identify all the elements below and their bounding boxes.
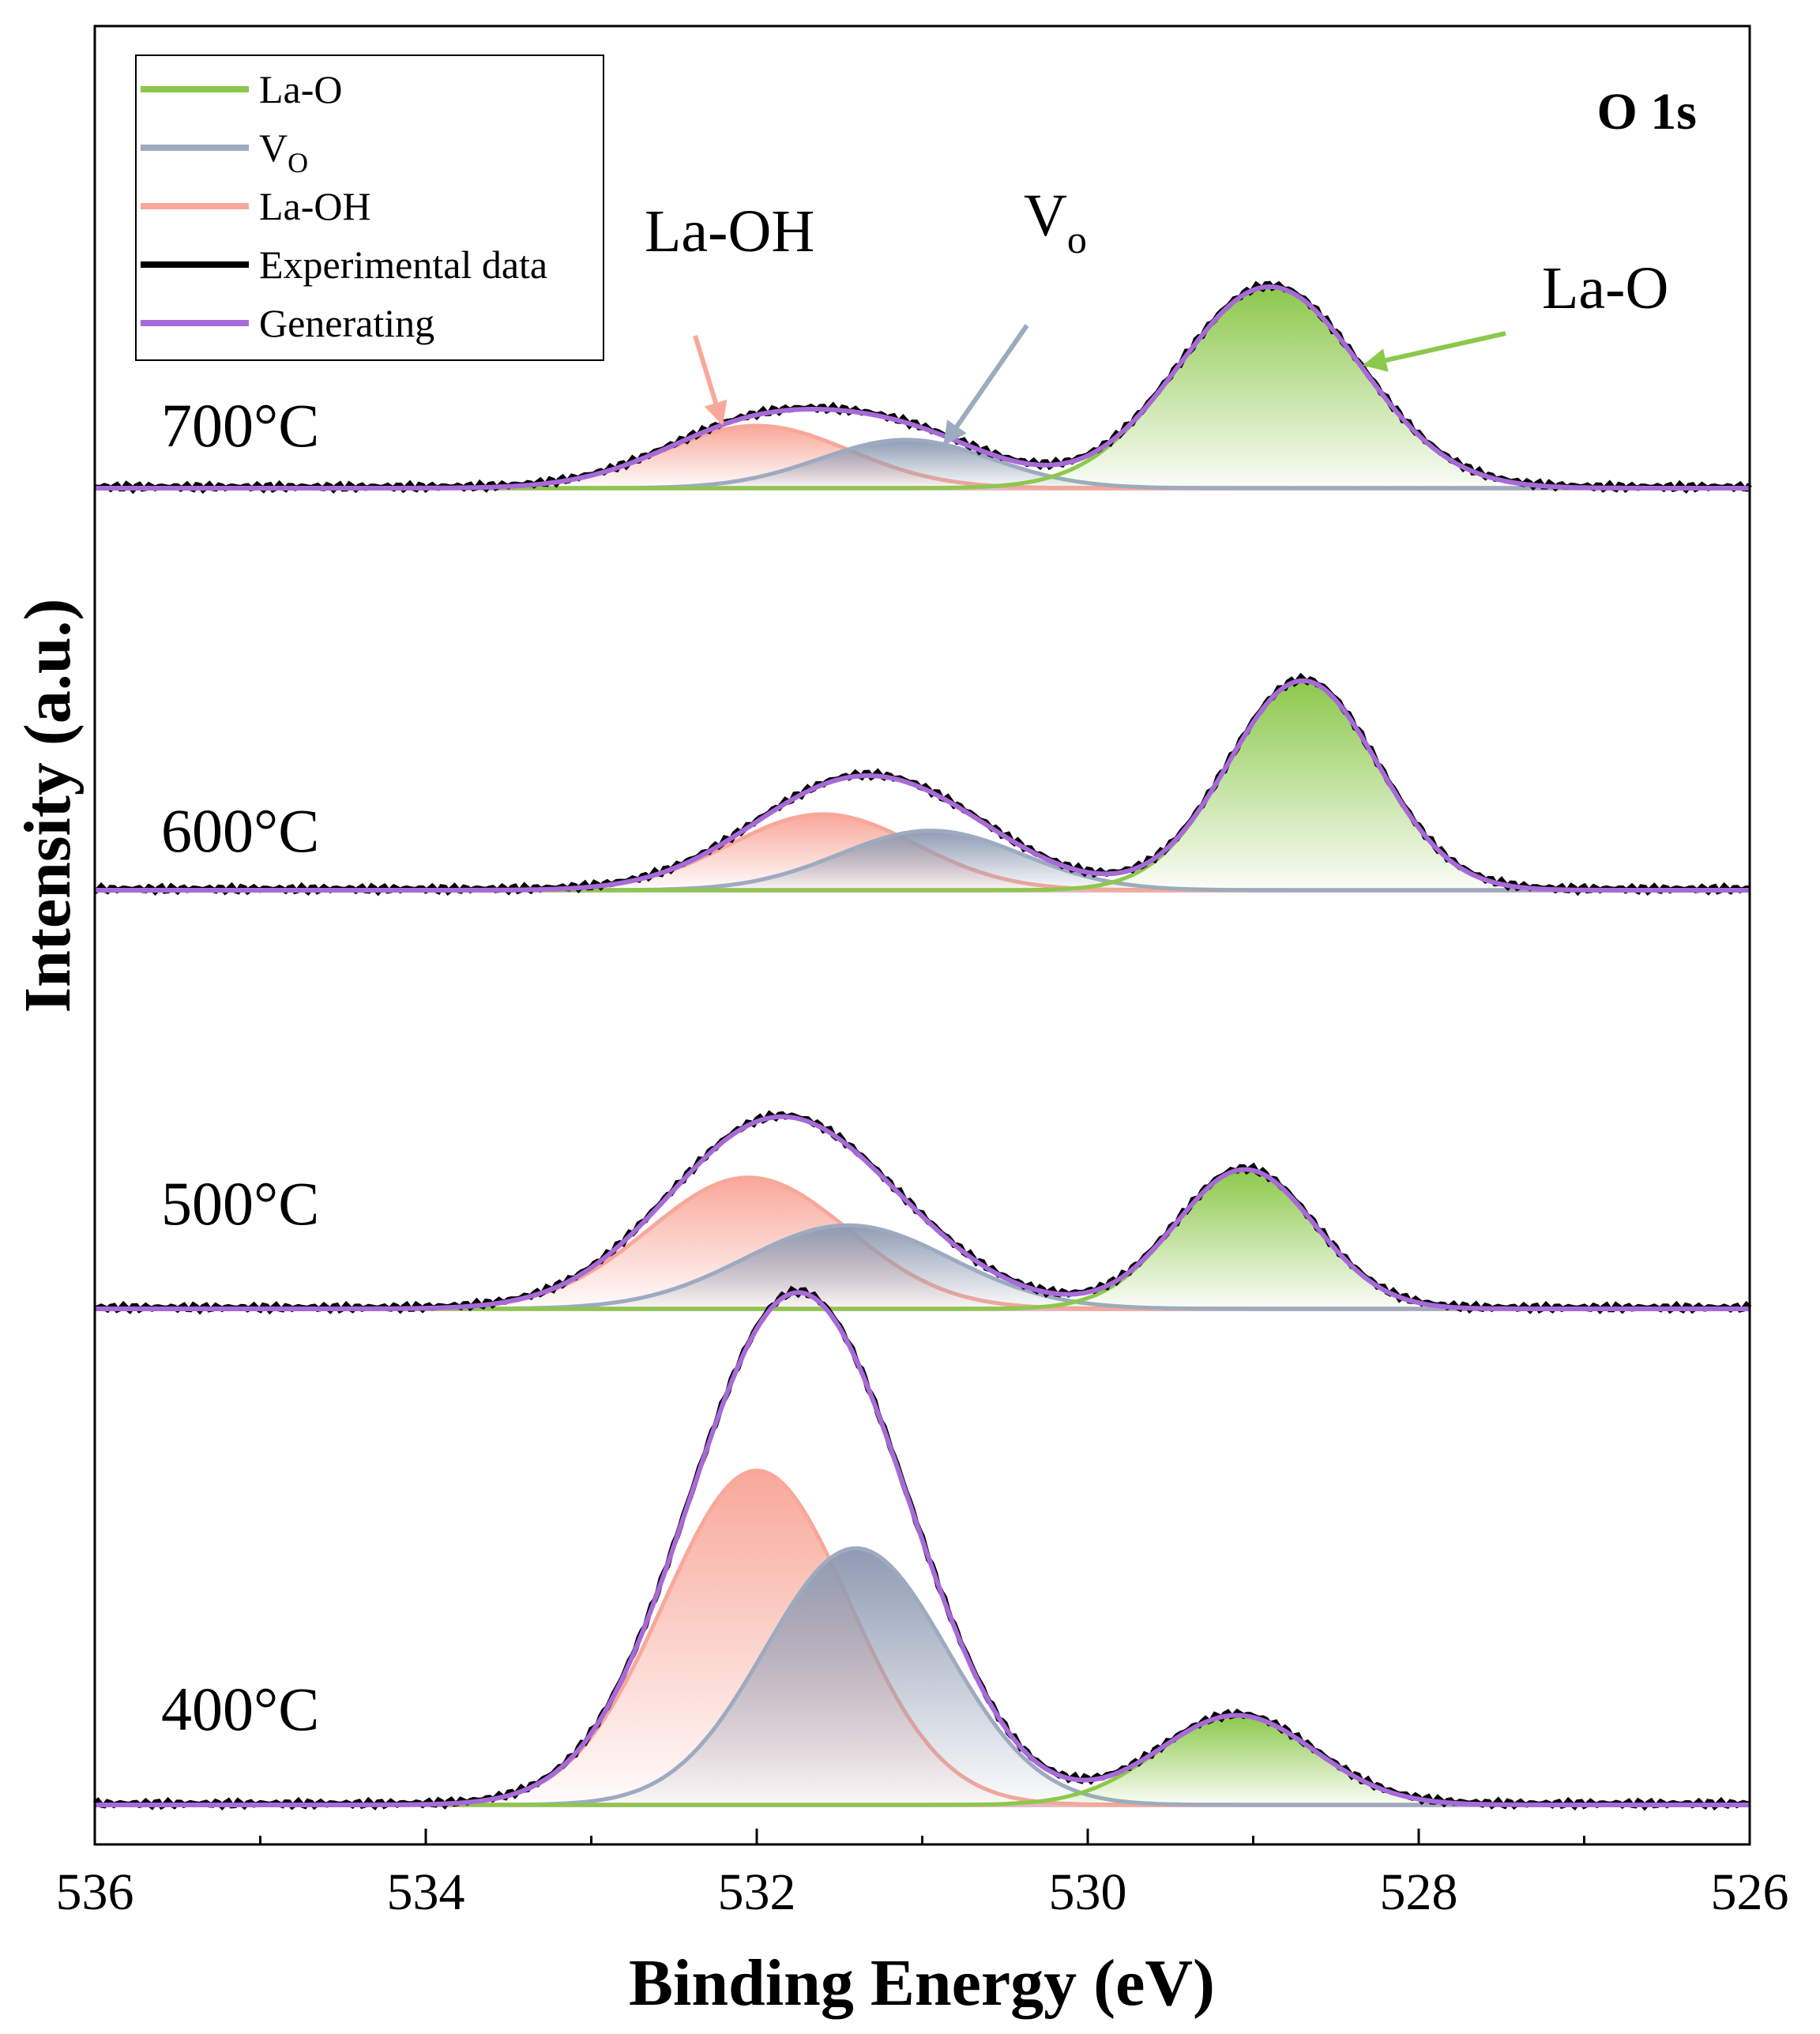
x-tick-label: 530 [1049, 1863, 1127, 1921]
component-fill-la_o [95, 1169, 1750, 1309]
legend-label-gen: Generating [259, 301, 434, 345]
x-axis: 536 534 532 530 528 526 [56, 1829, 1789, 1921]
legend-label-la_o: La-O [259, 67, 343, 111]
annotation-la-oh-arrow [693, 335, 728, 426]
annotation-vo: Vo [1024, 182, 1087, 261]
x-tick-label: 526 [1711, 1863, 1789, 1921]
annotation-vo-main: V [1024, 182, 1067, 249]
annotation-vo-sub: o [1067, 217, 1087, 261]
legend-label-main: Experimental data [259, 243, 547, 287]
legend-label-main: V [259, 126, 288, 170]
sample-label: 500°C [161, 1169, 319, 1238]
component-fill-vo [95, 1225, 1750, 1309]
spectrum-group: 700°C [94, 280, 1752, 494]
sample-label: 600°C [161, 796, 319, 865]
component-fill-vo [95, 830, 1750, 890]
x-tick-label: 528 [1380, 1863, 1458, 1921]
chart-title: O 1s [1596, 83, 1697, 141]
component-fill-la_o [95, 680, 1750, 890]
legend-label-vo: VO [259, 126, 308, 179]
generating-fit-line [95, 678, 1750, 893]
legend: La-O VO La-OH Experimental data Generating [135, 55, 604, 361]
annotation-la-oh: La-OH [645, 198, 814, 265]
component-fill-la_o [95, 1715, 1750, 1805]
plot-area: 700°C 600°C 500°C 400°C [92, 280, 1752, 1811]
x-tick-label: 536 [56, 1863, 134, 1921]
sample-label: 700°C [161, 391, 319, 460]
spectrum-group: 500°C [94, 1110, 1752, 1315]
x-tick-label: 532 [718, 1863, 796, 1921]
legend-label-la_oh: La-OH [259, 184, 371, 228]
x-tick-label: 534 [387, 1863, 465, 1921]
x-axis-label: Binding Energy (eV) [629, 1946, 1215, 2020]
annotation-la-o-arrow [1363, 331, 1506, 372]
annotation-vo-arrow [942, 324, 1029, 446]
peak-annotations: La-OH Vo La-O [645, 182, 1668, 446]
legend-label-main: La-O [259, 67, 343, 111]
legend-label-sub: O [288, 147, 308, 179]
annotation-la-o: La-O [1542, 255, 1668, 321]
sample-label: 400°C [161, 1675, 319, 1743]
generating-fit-line [95, 1290, 1750, 1807]
legend-label-main: Generating [259, 301, 434, 345]
component-fill-vo [95, 439, 1750, 488]
generating-fit-line [95, 284, 1750, 491]
y-axis-label: Intensity (a.u.) [11, 598, 85, 1013]
spectrum-group: 600°C [93, 672, 1750, 897]
generating-fit-line [95, 1114, 1750, 1311]
spectrum-group: 400°C [92, 1285, 1750, 1811]
component-fill-vo [95, 1548, 1750, 1805]
legend-label-exp: Experimental data [259, 243, 547, 287]
legend-label-main: La-OH [259, 184, 371, 228]
